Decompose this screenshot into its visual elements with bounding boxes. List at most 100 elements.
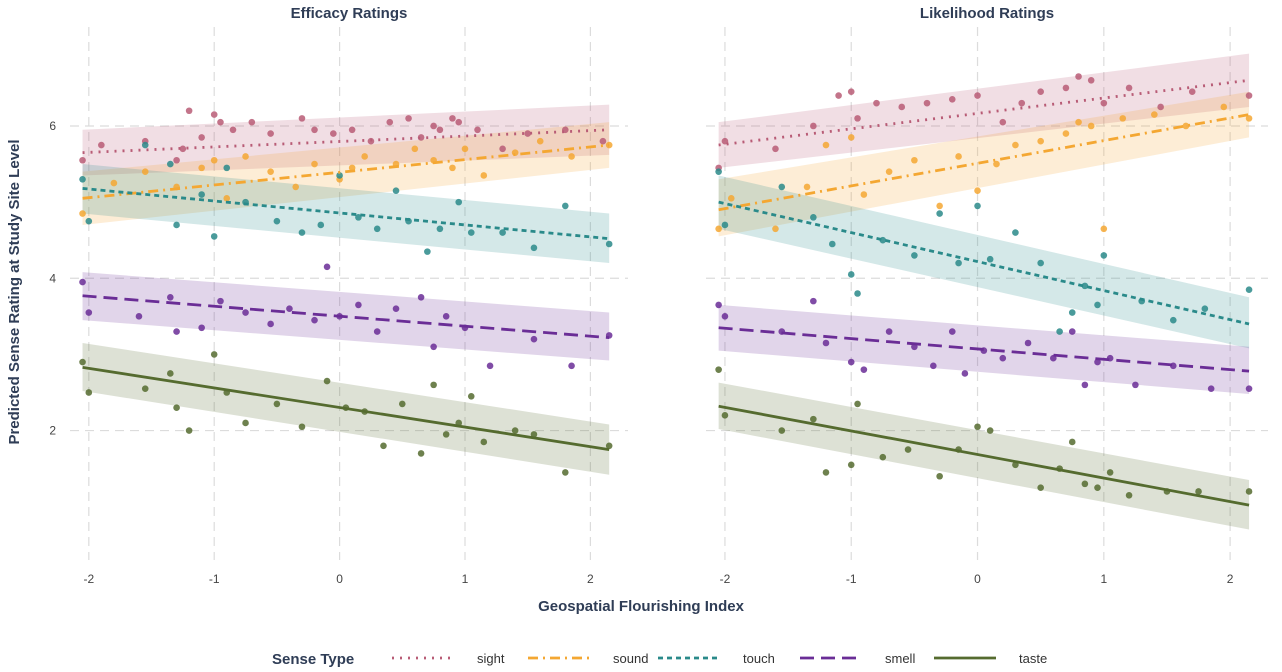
x-tick-label: -2 <box>83 572 94 586</box>
data-point-touch <box>847 271 855 278</box>
data-point-sight <box>1125 84 1133 92</box>
data-point-taste <box>715 366 722 373</box>
data-point-sight <box>217 118 224 126</box>
data-point-sight <box>298 115 306 122</box>
data-point-sight <box>1037 88 1044 96</box>
data-point-taste <box>1068 438 1076 446</box>
legend-entries: sight sound touch smell taste <box>392 651 1047 666</box>
data-point-sound <box>267 168 274 175</box>
data-point-sight <box>1062 84 1070 92</box>
data-point-touch <box>273 217 281 225</box>
data-point-taste <box>480 438 488 446</box>
data-point-sound <box>1075 118 1082 126</box>
legend-label-smell: smell <box>885 651 915 666</box>
data-point-smell <box>442 313 450 320</box>
data-point-sound <box>772 225 779 233</box>
x-ticks-likelihood: -2 -1 0 1 2 <box>720 572 1234 586</box>
data-point-taste <box>417 450 425 457</box>
data-point-touch <box>173 221 180 229</box>
data-point-sound <box>1151 111 1158 118</box>
data-point-sound <box>1087 122 1095 130</box>
fit-line-taste <box>718 404 1250 507</box>
x-tick-label: -2 <box>720 572 731 586</box>
data-point-sight <box>436 126 444 134</box>
legend-label-touch: touch <box>743 651 775 666</box>
data-point-touch <box>1056 328 1063 335</box>
data-point-touch <box>198 191 205 198</box>
data-point-taste <box>562 469 569 476</box>
data-point-sight <box>873 99 880 107</box>
points-likelihood <box>715 73 1253 499</box>
fit-line-sight <box>718 78 1250 147</box>
data-point-taste <box>442 431 450 438</box>
data-point-touch <box>721 221 729 229</box>
data-point-sound <box>727 195 735 202</box>
fit-line-smell <box>82 294 610 340</box>
panel-likelihood: Likelihood Ratings -2 -1 0 1 2 <box>706 5 1268 586</box>
fit-lines-likelihood <box>718 78 1250 507</box>
data-point-taste <box>467 392 475 400</box>
grid-efficacy <box>70 27 628 560</box>
data-point-smell <box>847 358 855 366</box>
data-point-smell <box>1068 328 1076 335</box>
data-point-taste <box>1125 491 1133 499</box>
data-point-sound <box>568 153 575 160</box>
data-point-sound <box>955 153 962 160</box>
data-point-taste <box>210 351 218 358</box>
data-point-sight <box>898 103 906 111</box>
legend: Sense Type sight sound touch smell taste <box>272 651 1047 668</box>
data-point-touch <box>828 240 836 248</box>
data-point-sound <box>911 156 918 164</box>
data-point-smell <box>242 309 249 316</box>
facet-title-efficacy: Efficacy Ratings <box>291 5 408 22</box>
data-point-sight <box>1157 103 1164 111</box>
data-point-sight <box>599 137 607 145</box>
data-point-smell <box>173 328 180 335</box>
data-point-touch <box>562 202 569 210</box>
data-point-sound <box>361 153 368 160</box>
y-tick-label: 2 <box>49 424 56 438</box>
data-point-sound <box>1220 103 1228 111</box>
data-point-sight <box>810 122 817 130</box>
data-point-sound <box>480 172 488 179</box>
data-point-taste <box>810 415 817 423</box>
data-point-touch <box>499 229 506 236</box>
x-tick-label: 0 <box>974 572 981 586</box>
data-point-sight <box>386 118 394 126</box>
data-point-touch <box>911 252 918 259</box>
x-ticks-efficacy: -2 -1 0 1 2 <box>83 572 594 586</box>
y-ticks: 2 4 6 <box>49 119 56 438</box>
data-point-smell <box>715 301 722 309</box>
data-point-smell <box>1245 385 1253 392</box>
data-point-sight <box>330 130 337 137</box>
x-tick-label: 0 <box>336 572 343 586</box>
data-point-taste <box>323 377 331 385</box>
confidence-band-sound <box>82 122 610 225</box>
data-point-taste <box>1106 469 1114 476</box>
data-point-taste <box>1037 484 1044 491</box>
data-point-sight <box>1188 88 1196 96</box>
facet-title-likelihood: Likelihood Ratings <box>920 5 1054 22</box>
data-point-touch <box>1081 282 1089 290</box>
data-point-touch <box>1068 309 1076 316</box>
data-point-touch <box>210 233 218 240</box>
data-point-sight <box>1245 92 1253 99</box>
data-point-smell <box>135 313 143 320</box>
fit-line-taste <box>82 365 610 451</box>
y-tick-label: 4 <box>49 271 56 285</box>
panel-efficacy: Efficacy Ratings -2 -1 0 1 2 <box>70 5 628 586</box>
data-point-smell <box>1207 385 1215 392</box>
data-point-sight <box>229 126 237 134</box>
data-point-sight <box>974 92 981 99</box>
data-point-taste <box>530 431 538 438</box>
data-point-taste <box>1094 484 1101 491</box>
data-point-touch <box>373 225 381 233</box>
data-point-smell <box>930 362 937 370</box>
data-point-sight <box>430 122 437 130</box>
data-point-smell <box>822 339 830 347</box>
data-point-smell <box>373 328 381 335</box>
data-point-sound <box>223 195 231 202</box>
data-point-touch <box>223 164 231 172</box>
data-point-smell <box>355 301 362 309</box>
data-point-touch <box>355 214 362 221</box>
